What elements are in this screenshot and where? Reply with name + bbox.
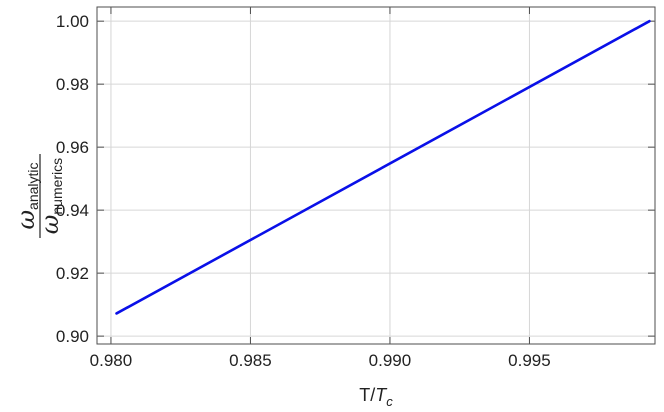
y-label-den-symbol: ω bbox=[36, 215, 64, 235]
y-tick-label: 0.94 bbox=[56, 201, 89, 220]
y-axis-label: ωanalytic ωnumerics bbox=[12, 154, 65, 238]
y-tick-label: 0.90 bbox=[56, 327, 89, 346]
x-axis-label-main: T/ bbox=[359, 385, 375, 405]
x-tick-label: 0.985 bbox=[229, 351, 272, 370]
series-layer bbox=[115, 19, 651, 315]
y-tick-label: 0.98 bbox=[56, 75, 89, 94]
y-label-den-sub: numerics bbox=[49, 158, 65, 215]
y-label-num-sub: analytic bbox=[25, 162, 41, 209]
y-axis-label-denominator: ωnumerics bbox=[36, 158, 65, 234]
grid bbox=[97, 7, 655, 344]
x-axis-label: T/Tc bbox=[359, 385, 393, 409]
y-tick-label: 0.92 bbox=[56, 264, 89, 283]
x-tick-label: 0.990 bbox=[369, 351, 412, 370]
x-tick-label: 0.995 bbox=[508, 351, 551, 370]
y-label-num-symbol: ω bbox=[12, 210, 40, 230]
x-axis-label-italic: T bbox=[375, 385, 388, 405]
series-line bbox=[115, 19, 651, 315]
ticks: 0.980 0.985 0.990 0.995 0.90 0.92 0.94 0.96 0.98… bbox=[56, 7, 655, 370]
x-tick-label: 0.980 bbox=[90, 351, 133, 370]
plot-frame bbox=[96, 6, 656, 345]
x-axis-label-sub: c bbox=[386, 394, 393, 409]
y-tick-label: 1.00 bbox=[56, 12, 89, 31]
y-tick-label: 0.96 bbox=[56, 138, 89, 157]
y-axis-label-numerator: ωanalytic bbox=[12, 162, 41, 229]
